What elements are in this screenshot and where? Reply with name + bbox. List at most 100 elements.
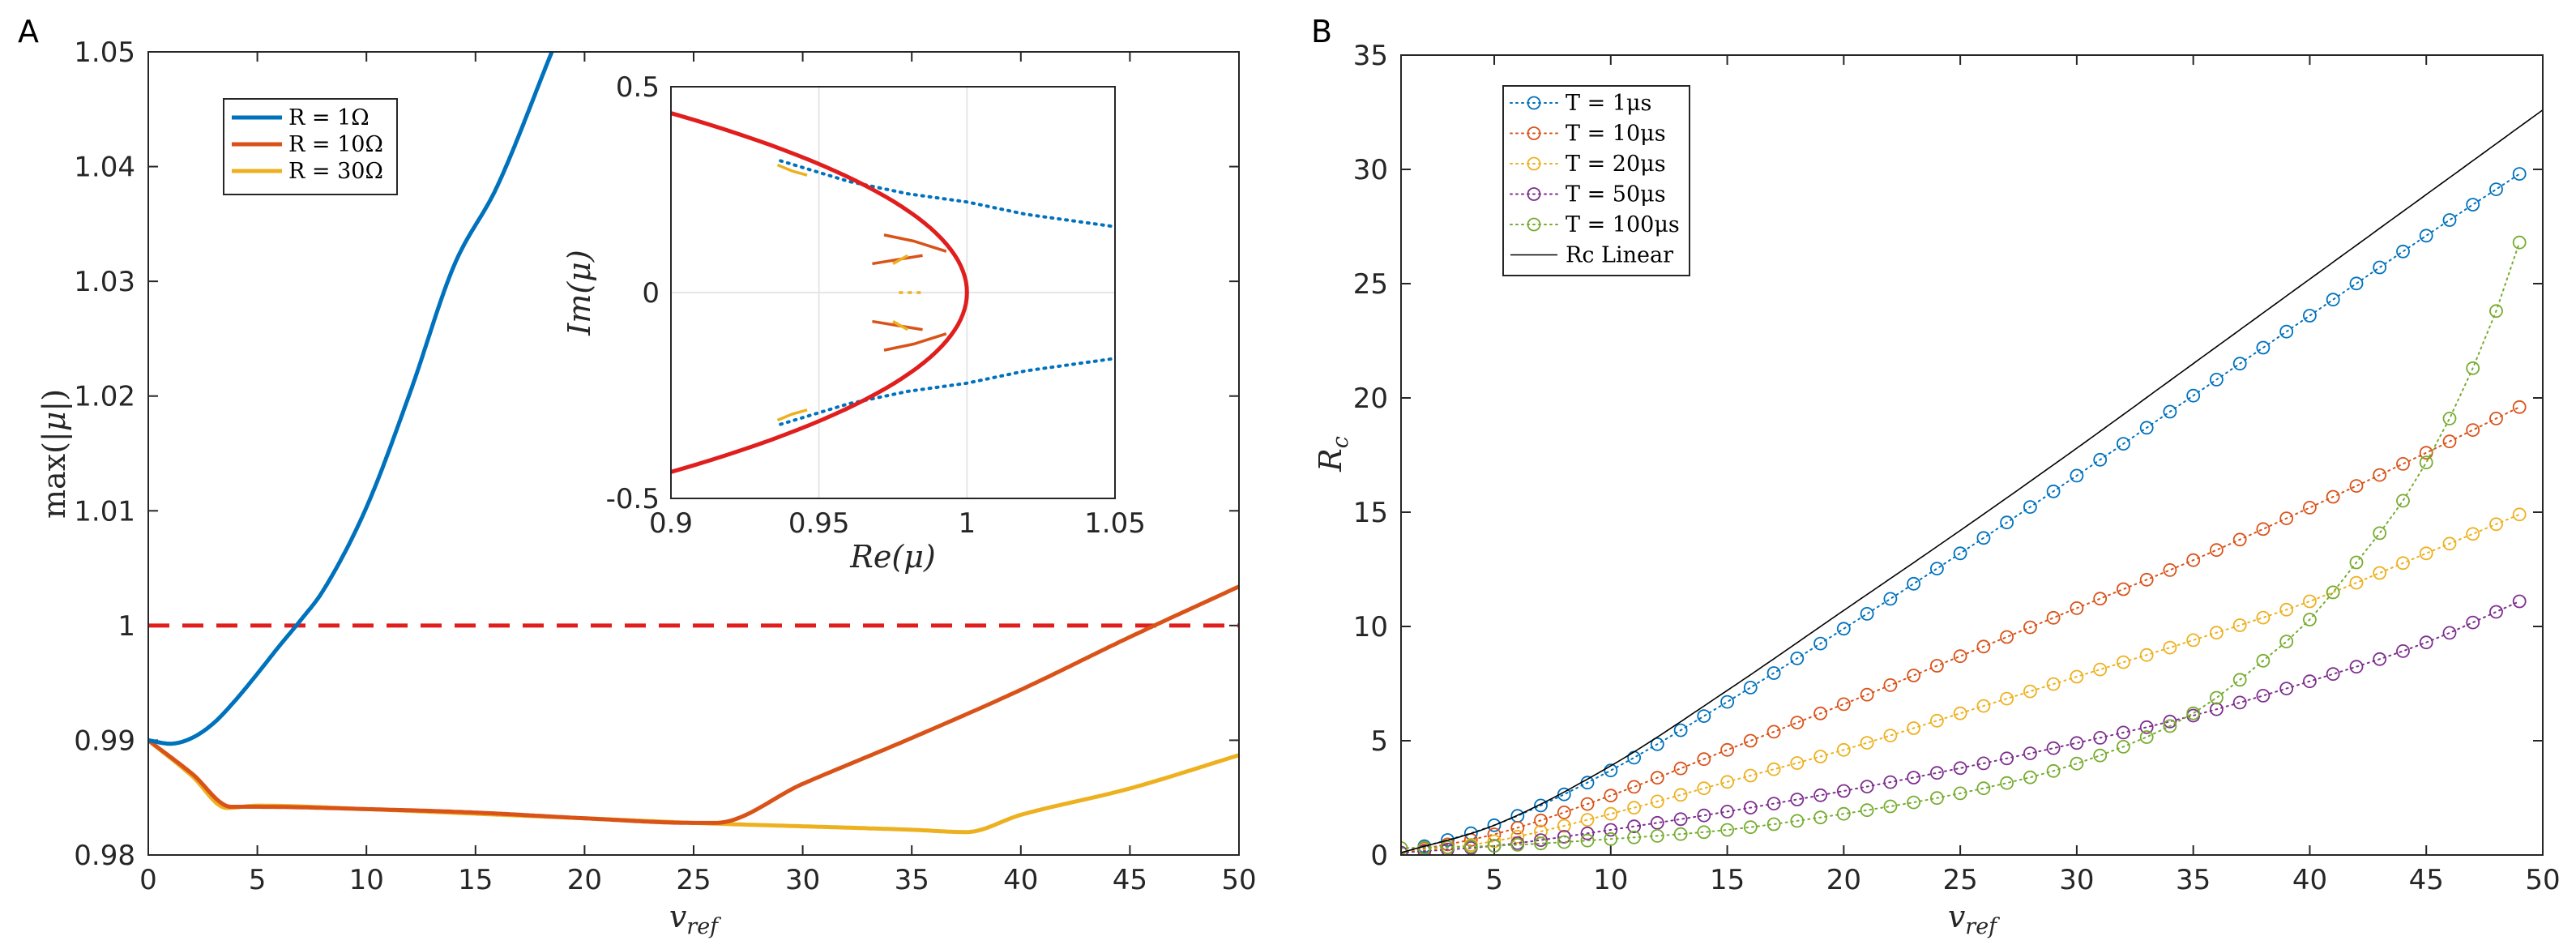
data-point xyxy=(1487,834,1502,849)
data-point xyxy=(2093,592,2108,606)
data-point xyxy=(2419,455,2433,470)
data-point xyxy=(2256,653,2271,668)
data-point xyxy=(2070,468,2084,483)
panel-a-series-r10 xyxy=(148,584,1239,825)
data-point xyxy=(2373,468,2387,482)
data-point xyxy=(2419,229,2433,243)
data-point xyxy=(1510,830,1525,844)
data-point xyxy=(1813,750,1828,763)
data-point xyxy=(2396,644,2410,658)
data-point xyxy=(1907,771,1921,784)
data-point xyxy=(1743,733,1758,748)
data-point xyxy=(1907,795,1921,810)
panel-a-inset: 0.9 0.95 1 1.05 -0.5 0 0.5 Re(μ) Im(μ) xyxy=(562,71,1146,575)
data-point xyxy=(1766,725,1781,739)
data-point xyxy=(2163,714,2177,729)
data-point xyxy=(2279,511,2294,525)
data-point xyxy=(2396,556,2410,571)
data-point xyxy=(1673,723,1688,737)
data-point xyxy=(2163,640,2177,655)
data-point xyxy=(1487,818,1502,832)
data-point xyxy=(1627,801,1641,815)
data-point xyxy=(1790,814,1805,828)
inset-branch-r30 xyxy=(776,408,808,422)
data-point xyxy=(1510,838,1525,852)
data-point xyxy=(2046,741,2061,755)
panel-b-series-rclinear xyxy=(1401,109,2543,853)
data-point xyxy=(2442,626,2457,640)
data-point xyxy=(1580,813,1595,827)
series-line xyxy=(1401,173,2521,854)
data-point xyxy=(1929,713,1944,728)
data-point xyxy=(2326,489,2340,504)
panel-a-series-r1 xyxy=(148,52,554,746)
data-point xyxy=(1417,844,1432,855)
data-point xyxy=(2489,304,2503,318)
inset-xtick-label: 1 xyxy=(959,507,976,540)
panel-b-series-t10s xyxy=(1401,400,2527,855)
data-point xyxy=(1557,835,1571,849)
data-point xyxy=(1743,768,1758,783)
data-point xyxy=(1697,781,1711,796)
data-point xyxy=(2442,213,2457,227)
data-point xyxy=(1743,801,1758,814)
panel-a-tick-labels: 0 5 10 15 20 25 30 35 40 45 500.980.9911.011.021.0… xyxy=(74,36,1256,896)
data-point xyxy=(2139,572,2154,587)
inset-ytick-label: 0 xyxy=(642,277,660,310)
panel-b-legend-label: T = 10μs xyxy=(1566,122,1666,147)
data-point xyxy=(1813,788,1828,802)
panel-a-legend-label: R = 10Ω xyxy=(288,132,383,157)
data-point xyxy=(1766,817,1781,831)
panel-a-xtick-label: 0 xyxy=(139,864,157,896)
panel-b-ytick-label: 20 xyxy=(1353,383,1388,415)
data-point xyxy=(1976,699,1991,713)
data-point xyxy=(2116,437,2130,451)
panel-a-xtick-label: 15 xyxy=(458,864,493,896)
data-point xyxy=(2349,479,2364,493)
panel-a-ylabel: max(|μ|) xyxy=(36,389,72,519)
panel-b-xtick-label: 25 xyxy=(1942,864,1977,896)
data-point xyxy=(2489,605,2503,619)
data-point xyxy=(1627,819,1641,834)
panel-b-xtick-label: 45 xyxy=(2409,864,2444,896)
panel-b-letter: B xyxy=(1311,14,1332,49)
panel-b-ytick-label: 5 xyxy=(1370,725,1388,758)
data-point xyxy=(2093,731,2108,745)
data-point xyxy=(2279,324,2294,339)
inset-xtick-label: 0.95 xyxy=(788,507,850,540)
data-point xyxy=(1929,659,1944,673)
data-point xyxy=(1836,622,1851,636)
data-point xyxy=(1441,833,1455,847)
inset-trace xyxy=(892,254,909,265)
data-point xyxy=(2466,527,2480,541)
inset-trace xyxy=(872,319,923,331)
data-point xyxy=(1836,784,1851,798)
data-point xyxy=(1673,827,1688,841)
data-point xyxy=(2139,730,2154,744)
data-point xyxy=(1953,546,1967,561)
panel-b-legend-marker xyxy=(1527,126,1541,140)
data-point xyxy=(2302,309,2317,323)
data-point xyxy=(1976,781,1991,796)
data-point xyxy=(2023,746,2037,760)
panel-a-legend-label: R = 30Ω xyxy=(288,159,383,184)
data-point xyxy=(2489,517,2503,532)
panel-b-legend: T = 1μs T = 10μs T = 20μs T = 50μs T = 100μs… xyxy=(1502,85,1690,276)
data-point xyxy=(1604,823,1618,837)
data-point xyxy=(1953,786,1967,801)
data-point xyxy=(1534,798,1548,813)
data-point xyxy=(1953,706,1967,720)
panel-b-xtick-label: 20 xyxy=(1826,864,1861,896)
data-point xyxy=(1720,805,1735,819)
data-point xyxy=(1487,839,1502,853)
data-point xyxy=(2466,423,2480,437)
data-point xyxy=(1860,607,1874,621)
data-point xyxy=(1883,799,1898,814)
data-point xyxy=(1929,562,1944,575)
panel-b-frame xyxy=(1400,54,2544,856)
series-line xyxy=(1401,513,2521,854)
data-point xyxy=(2256,689,2271,703)
inset-ytick-label: 0.5 xyxy=(616,71,660,104)
data-point xyxy=(1836,742,1851,757)
